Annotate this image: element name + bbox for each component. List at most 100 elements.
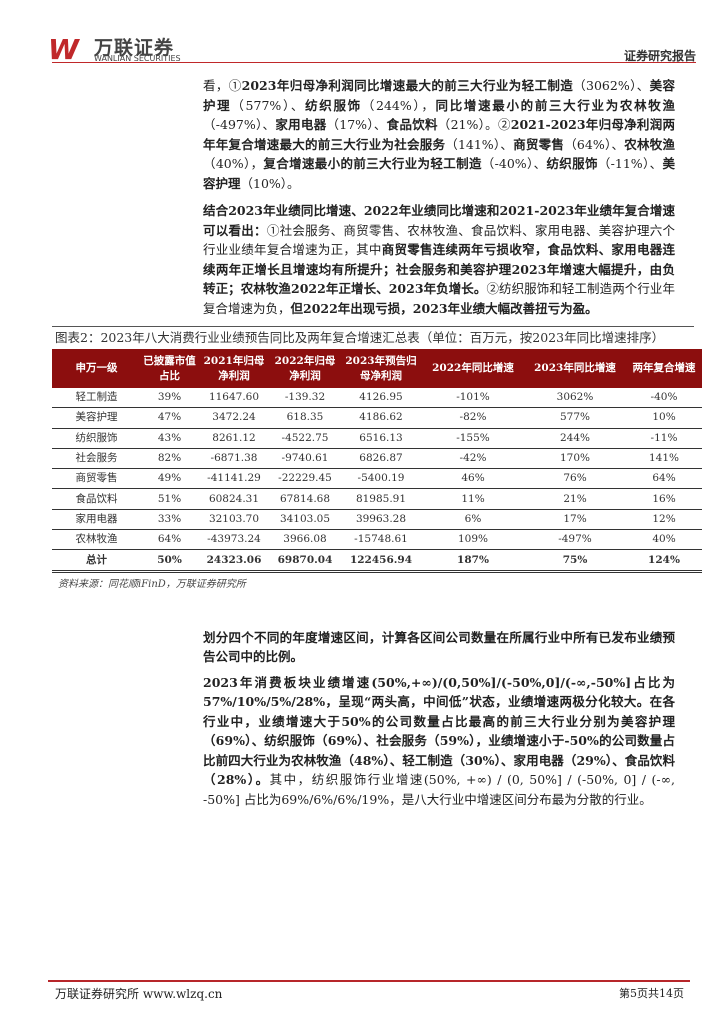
table-cell: 总计 — [52, 549, 141, 573]
page-number: 第5页共14页 — [619, 987, 684, 1000]
table-cell: -155% — [422, 428, 524, 449]
column-header: 两年复合增速 — [626, 349, 702, 388]
table-cell: 187% — [422, 549, 524, 573]
table-row: 家用电器 33% 32103.70 34103.05 39963.28 6% 17% 12% — [52, 509, 702, 531]
paragraph-2: 结合2023年业绩同比增速、2022年业绩同比增速和2021-2023年业绩年复… — [203, 201, 675, 318]
table-cell: -41141.29 — [198, 468, 270, 490]
source-note: 资料来源：同花顺iFinD，万联证券研究所 — [58, 578, 246, 590]
text-run: （3062%）、 — [573, 78, 650, 93]
table-cell: 60824.31 — [198, 488, 270, 510]
table-cell: 170% — [524, 448, 626, 470]
text-run: （577%）、 — [231, 97, 306, 113]
text-run: （10%）。 — [240, 175, 300, 191]
text-run: 其中，纺织服饰行业增速(50%, +∞) / (0, 50%] / (-50%,… — [203, 772, 675, 807]
table-cell: -4522.75 — [270, 428, 340, 449]
text-run: ①社会服务、商贸零售、农林牧渔、食品饮料、家用电器、美容护理六个行业业绩年复合增… — [203, 222, 675, 258]
column-header: 2023年预告归母净利润 — [340, 349, 422, 388]
bold-text: 同比增速最小的前三大行业为农林牧渔 — [435, 97, 675, 113]
footer-website: 万联证券研究所 www.wlzq.cn — [55, 987, 223, 1001]
table-cell: 618.35 — [270, 407, 340, 429]
text-run: （-497%）、 — [203, 117, 276, 132]
bold-text: 2023年消费板块业绩增速(50%,+∞)/(0,50%]/(-50%,0]/(… — [203, 674, 675, 788]
table-cell: -82% — [422, 407, 524, 429]
table-row: 美容护理 47% 3472.24 618.35 4186.62 -82% 577% 10% — [52, 407, 702, 429]
table-cell: 39963.28 — [340, 509, 422, 531]
paragraph-3: 划分四个不同的年度增速区间，计算各区间公司数量在所属行业中所有已发布业绩预告公司… — [203, 628, 675, 667]
table-cell: -22229.45 — [270, 468, 340, 490]
bold-text: 但2022年出现亏损，2023年业绩大幅改善扭亏为盈。 — [290, 300, 598, 316]
bold-text: 商贸零售连续两年亏损收窄，食品饮料、家用电器连续两年正增长且增速均有所提升；社会… — [203, 242, 675, 296]
text-run: （-40%）、 — [481, 156, 547, 171]
company-logo: W 万联证券 WANLIAN SECURITIES — [48, 33, 188, 66]
table-cell: 3472.24 — [198, 407, 270, 429]
text-run: （-11%）、 — [597, 156, 663, 171]
table-cell: 4126.95 — [340, 388, 422, 409]
text-run: 看，① — [203, 78, 242, 93]
table-cell: -9740.61 — [270, 448, 340, 470]
table-total-row: 总计 50% 24323.06 69870.04 122456.94 187% 75% 124… — [52, 549, 702, 573]
table-cell: 6% — [422, 509, 524, 531]
table-cell: -497% — [524, 529, 626, 551]
table-cell: -43973.24 — [198, 529, 270, 551]
table-cell: 81985.91 — [340, 488, 422, 510]
bold-text: 纺织服饰 — [305, 97, 362, 113]
bold-text: 2021-2023年归母净利润两年年复合增速最大的前三大行业为社会服务 — [203, 117, 675, 152]
table-cell: 16% — [626, 488, 702, 510]
table-cell: 75% — [524, 549, 626, 573]
bold-text: 农林牧渔 — [624, 136, 675, 152]
text-run: ②纺织服饰和轻工制造两个行业年复合增速为负， — [203, 281, 675, 316]
table-cell: 39% — [141, 388, 198, 409]
summary-table: 申万一级 已披露市值占比 2021年归母净利润 2022年归母净利润 2023年预告归母… — [52, 349, 702, 573]
table-cell: 33% — [141, 509, 198, 531]
table-cell: 6516.13 — [340, 428, 422, 449]
footer-divider — [48, 980, 690, 982]
table-cell: 50% — [141, 549, 198, 573]
table-cell: 76% — [524, 468, 626, 490]
table-cell: 69870.04 — [270, 549, 340, 573]
table-cell: 8261.12 — [198, 428, 270, 449]
table-cell: -101% — [422, 388, 524, 409]
table-cell: 食品饮料 — [52, 488, 141, 510]
table-cell: 社会服务 — [52, 448, 141, 470]
table-row: 社会服务 82% -6871.38 -9740.61 6826.87 -42% 170% 14… — [52, 448, 702, 470]
table-cell: 122456.94 — [340, 549, 422, 573]
paragraph-1: 看，①2023年归母净利润同比增速最大的前三大行业为轻工制造（3062%）、美容… — [203, 76, 675, 193]
text-run: （21%）。② — [437, 117, 511, 132]
table-cell: 商贸零售 — [52, 468, 141, 490]
table-cell: 34103.05 — [270, 509, 340, 531]
bold-text: 结合2023年业绩同比增速、2022年业绩同比增速和2021-2023年业绩年复… — [203, 203, 675, 238]
column-header: 2022年同比增速 — [422, 349, 524, 388]
table-cell: 24323.06 — [198, 549, 270, 573]
table-cell: 47% — [141, 407, 198, 429]
table-cell: -5400.19 — [340, 468, 422, 490]
bold-text: 美容护理 — [203, 156, 675, 191]
column-header: 2021年归母净利润 — [198, 349, 270, 388]
bold-text: 复合增速最小的前三大行业为轻工制造 — [263, 156, 482, 171]
text-run: （244%）， — [361, 97, 436, 113]
table-cell: 11% — [422, 488, 524, 510]
table-cell: 4186.62 — [340, 407, 422, 429]
table-cell: 6826.87 — [340, 448, 422, 470]
table-cell: 21% — [524, 488, 626, 510]
table-cell: 农林牧渔 — [52, 529, 141, 551]
bold-text: 划分四个不同的年度增速区间，计算各区间公司数量在所属行业中所有已发布业绩预告公司… — [203, 629, 675, 665]
text-run: （17%）、 — [326, 117, 387, 132]
bold-text: 2023年归母净利润同比增速最大的前三大行业为轻工制造 — [241, 78, 574, 93]
report-type: 证券研究报告 — [623, 49, 696, 63]
table-cell: 11647.60 — [198, 388, 270, 409]
bold-text: 商贸零售 — [513, 136, 565, 152]
table-cell: 577% — [524, 407, 626, 429]
figure-title: 图表2：2023年八大消费行业业绩预告同比及两年复合增速汇总表（单位：百万元，按… — [55, 330, 665, 345]
column-header: 申万一级 — [52, 349, 141, 388]
table-cell: 49% — [141, 468, 198, 490]
table-cell: 10% — [626, 407, 702, 429]
table-row: 农林牧渔 64% -43973.24 3966.08 -15748.61 109% -497… — [52, 529, 702, 551]
table-cell: 67814.68 — [270, 488, 340, 510]
table-cell: -15748.61 — [340, 529, 422, 551]
table-cell: 3966.08 — [270, 529, 340, 551]
table-row: 食品饮料 51% 60824.31 67814.68 81985.91 11% 21% 16% — [52, 488, 702, 510]
page-footer: 万联证券研究所 www.wlzq.cn 第5页共14页 — [0, 980, 724, 1024]
text-run: （40%）， — [203, 156, 264, 171]
table-cell: 64% — [141, 529, 198, 551]
table-cell: -42% — [422, 448, 524, 470]
